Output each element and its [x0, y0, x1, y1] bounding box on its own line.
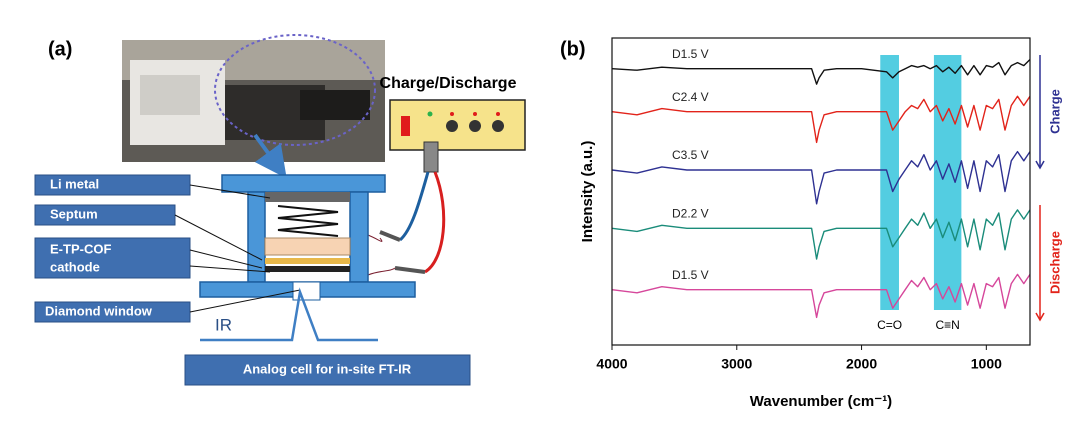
caption: Analog cell for in-site FT-IR — [243, 361, 412, 376]
power-supply — [367, 99, 526, 276]
panel-label: (b) — [560, 38, 586, 60]
arrow — [253, 133, 287, 179]
x-tick-label: 3000 — [721, 356, 752, 372]
x-tick-label: 2000 — [846, 356, 877, 372]
cell — [199, 174, 416, 301]
panel-b: (b) C=O C≡N D1.5 V C2.4 V C3.5 V D2.2 V D1.5 V… — [560, 37, 1062, 410]
series-label: C2.4 V — [672, 90, 709, 104]
series-label: D2.2 V — [672, 207, 709, 221]
spectrum — [611, 209, 1031, 260]
part-label: E-TP-COF — [50, 241, 111, 256]
part-label: Diamond window — [45, 303, 153, 318]
x-axis-label: Wavenumber (cm⁻¹) — [750, 393, 892, 410]
band — [933, 55, 962, 310]
part-label: Li metal — [50, 176, 99, 191]
series-label: D1.5 V — [672, 268, 709, 282]
spectrum — [611, 59, 1031, 85]
part-label: cathode — [50, 259, 100, 274]
x-tick-label: 4000 — [596, 356, 627, 372]
arrow-head — [1035, 160, 1045, 170]
ir-beam — [200, 287, 378, 342]
x-tick-label: 1000 — [971, 356, 1002, 372]
spectrum — [611, 273, 1031, 319]
beam-label: IR — [215, 315, 232, 334]
series-label: C3.5 V — [672, 148, 709, 162]
panel-label: (a) — [48, 38, 72, 60]
arrow-label: Discharge — [1047, 231, 1062, 294]
spectrum — [611, 150, 1031, 205]
band-label: C=O — [877, 318, 902, 332]
y-axis-label: Intensity (a.u.) — [579, 141, 596, 243]
arrow-head — [1035, 312, 1045, 322]
power-label: Charge/Discharge — [380, 75, 517, 92]
axes-frame — [611, 37, 1031, 346]
part-label: Septum — [50, 206, 98, 221]
series-label: D1.5 V — [672, 47, 709, 61]
band-label: C≡N — [935, 318, 959, 332]
panel-a: (a) Charge/Discharge — [34, 34, 526, 386]
arrow-label: Charge — [1047, 89, 1062, 134]
photo — [122, 34, 385, 162]
spectrum — [611, 95, 1031, 144]
part-labels: Li metal Septum E-TP-COF cathode Diamond… — [34, 174, 301, 323]
